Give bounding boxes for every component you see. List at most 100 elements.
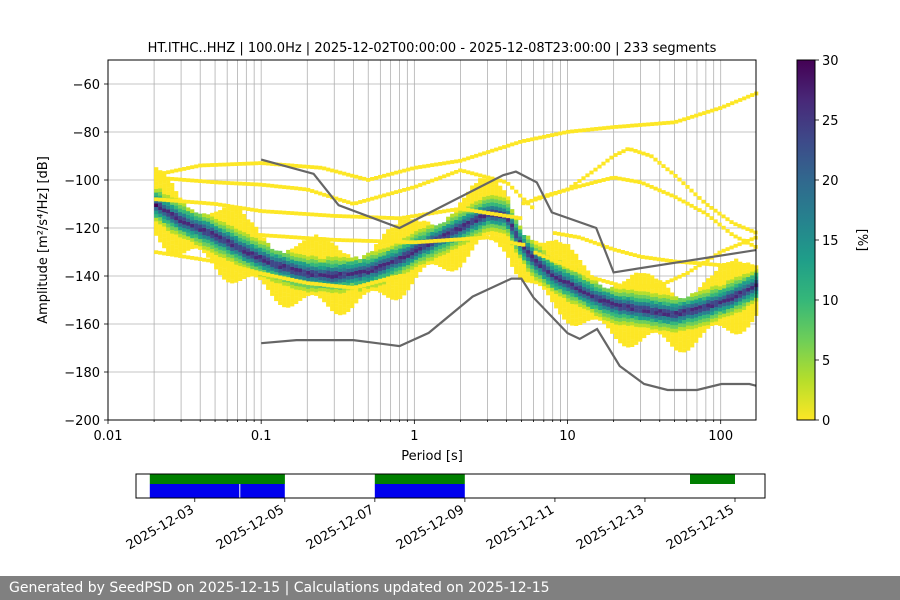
heat-cell [402, 255, 407, 260]
heat-cell [378, 215, 383, 220]
heat-cell [250, 207, 255, 212]
heat-cell [618, 314, 623, 319]
heat-cell [622, 292, 627, 296]
heat-cell [418, 257, 423, 262]
heat-cell [278, 294, 283, 298]
heat-cell [538, 249, 543, 254]
heat-cell [210, 163, 215, 167]
heat-cell [665, 191, 670, 196]
heat-cell [374, 265, 379, 270]
heat-cell [250, 258, 255, 263]
heat-cell [361, 238, 366, 243]
heat-cell [498, 203, 503, 208]
heat-cell [162, 230, 167, 234]
heat-cell [566, 308, 571, 313]
heat-cell [350, 275, 355, 280]
heat-cell [438, 210, 443, 214]
heat-cell [306, 259, 311, 264]
heat-cell [649, 284, 654, 288]
heat-cell [246, 273, 251, 278]
heat-cell [265, 233, 270, 238]
heat-cell [226, 257, 231, 261]
heat-cell [298, 261, 303, 265]
heat-cell [637, 180, 642, 184]
heat-cell [746, 298, 751, 303]
heat-cell [686, 116, 691, 120]
heat-cell [630, 314, 635, 319]
heat-cell [206, 217, 211, 222]
heat-cell [686, 296, 691, 301]
heat-cell [382, 280, 387, 285]
heat-cell [334, 306, 339, 311]
heat-cell [706, 321, 711, 326]
heat-cell [338, 289, 343, 294]
heat-cell [226, 239, 231, 243]
heat-cell [582, 294, 587, 298]
heat-cell [250, 265, 255, 270]
heat-cell [398, 291, 403, 296]
heat-cell [742, 96, 747, 101]
heat-cell [454, 216, 459, 220]
heat-cell [398, 237, 403, 242]
heat-cell [286, 257, 291, 261]
y-axis-label: Amplitude [m²/s⁴/Hz] [dB] [36, 156, 51, 324]
heat-cell [302, 265, 307, 270]
heat-cell [302, 290, 307, 295]
heat-cell [566, 319, 571, 324]
heat-cell [270, 256, 275, 260]
heat-cell [510, 227, 515, 231]
heat-cell [417, 240, 422, 244]
heat-cell [574, 289, 579, 294]
heat-cell [378, 288, 383, 293]
heat-cell [182, 213, 187, 218]
heat-cell [422, 256, 427, 261]
heat-cell [462, 244, 467, 249]
heat-cell [274, 293, 279, 298]
heat-cell [614, 310, 619, 314]
heat-cell [266, 264, 271, 269]
heat-cell [186, 178, 191, 183]
heat-cell [470, 196, 475, 201]
heat-cell [166, 252, 171, 256]
heat-cell [426, 228, 431, 233]
heat-cell [334, 270, 339, 275]
heat-cell [562, 279, 567, 284]
heat-cell [550, 266, 555, 270]
heat-cell [486, 231, 491, 236]
heat-cell [674, 307, 679, 311]
heat-cell [510, 185, 515, 190]
heat-cell [574, 279, 579, 283]
heat-cell [234, 250, 239, 254]
heat-cell [162, 240, 167, 245]
heat-cell [634, 341, 639, 345]
heat-cell [749, 228, 754, 233]
heat-cell [650, 329, 655, 334]
heat-cell [602, 302, 607, 306]
heat-cell [645, 183, 650, 188]
heat-cell [573, 185, 578, 190]
heat-cell [494, 191, 499, 196]
heat-cell [494, 184, 499, 189]
heat-cell [469, 236, 474, 241]
heat-cell [282, 260, 287, 264]
heat-cell [174, 219, 179, 224]
heat-cell [346, 261, 351, 266]
heat-cell [450, 224, 455, 229]
heat-cell [658, 298, 663, 302]
heat-cell [262, 272, 267, 276]
heat-cell [378, 174, 383, 179]
heat-cell [638, 305, 643, 310]
heat-cell [582, 297, 587, 302]
heat-cell [678, 326, 683, 331]
heat-cell [301, 236, 306, 240]
heat-cell [510, 248, 515, 253]
heat-cell [686, 300, 691, 304]
heat-cell [182, 178, 187, 182]
heat-cell [250, 182, 255, 187]
heat-cell [234, 239, 239, 244]
heat-cell [238, 252, 243, 256]
heat-cell [410, 269, 415, 274]
heat-cell [750, 296, 755, 301]
heat-cell [554, 250, 559, 255]
heat-cell [182, 220, 187, 225]
